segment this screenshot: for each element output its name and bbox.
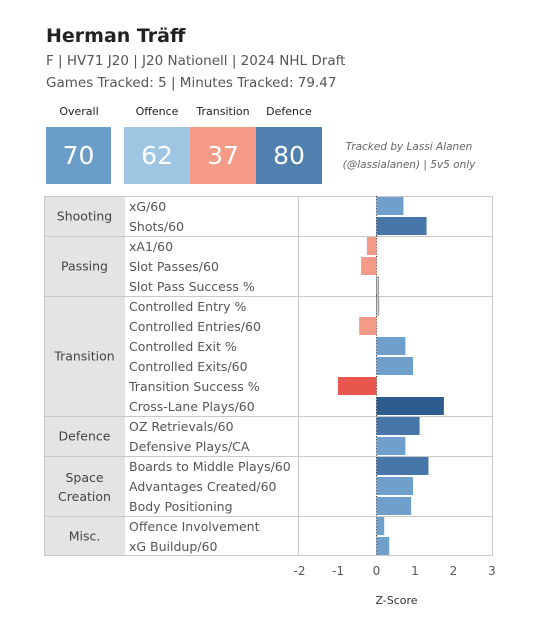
chart-frame <box>44 196 493 556</box>
group-cell-space-creation <box>44 456 125 516</box>
offence-score: 62 <box>124 127 190 184</box>
tracked-handle: (@lassialanen) | 5v5 only <box>342 159 476 171</box>
bar-slot-pass-success <box>376 276 379 296</box>
bar-controlled-entry <box>376 296 380 316</box>
group-label-misc: Misc. <box>69 529 101 544</box>
bar-xg-60 <box>376 197 404 215</box>
tracking-summary: Games Tracked: 5 | Minutes Tracked: 79.4… <box>46 75 337 91</box>
metric-label-cross-lane-plays-60: Cross-Lane Plays/60 <box>129 399 255 414</box>
metric-label-controlled-entries-60: Controlled Entries/60 <box>129 319 261 334</box>
defence-label: Defence <box>266 105 312 118</box>
group-cell-defence <box>44 416 125 456</box>
bar-xg-buildup-60 <box>376 537 390 555</box>
group-cell-transition <box>44 296 125 416</box>
x-tick--2: -2 <box>294 564 306 578</box>
metric-label-slot-passes-60: Slot Passes/60 <box>129 259 219 274</box>
group-cell-shooting <box>44 196 125 236</box>
metric-label-xg-60: xG/60 <box>129 199 166 214</box>
x-tick-0: 0 <box>373 564 381 578</box>
bar-cross-lane-plays-60 <box>376 397 444 415</box>
bar-body-positioning <box>376 497 412 515</box>
metric-label-controlled-exit: Controlled Exit % <box>129 339 237 354</box>
metric-label-transition-success: Transition Success % <box>128 379 260 394</box>
metric-label-shots-60: Shots/60 <box>129 219 184 234</box>
x-tick--1: -1 <box>332 564 344 578</box>
group-label-transition: Transition <box>53 349 114 364</box>
transition-label: Transition <box>196 105 250 118</box>
transition-score: 37 <box>190 127 256 184</box>
group-cell-misc <box>44 516 125 556</box>
bar-boards-to-middle-plays-60 <box>376 457 429 475</box>
metric-label-controlled-entry: Controlled Entry % <box>129 299 246 314</box>
bar-xa1-60 <box>366 237 377 255</box>
metric-label-controlled-exits-60: Controlled Exits/60 <box>129 359 248 374</box>
bar-slot-passes-60 <box>361 257 377 275</box>
metric-label-offence-involvement: Offence Involvement <box>129 519 260 534</box>
x-axis-title: Z-Score <box>375 594 417 607</box>
player-name: Herman Träff <box>46 25 186 47</box>
tracked-note: Tracked by Lassi Alanen (@lassialanen) |… <box>334 138 484 174</box>
bar-controlled-entries-60 <box>359 317 377 335</box>
bar-defensive-plays-ca <box>376 437 406 455</box>
metric-label-boards-to-middle-plays-60: Boards to Middle Plays/60 <box>129 459 291 474</box>
bar-controlled-exits-60 <box>376 357 414 375</box>
bar-controlled-exit <box>376 337 406 355</box>
metric-label-oz-retrievals-60: OZ Retrievals/60 <box>129 419 234 434</box>
group-label-passing: Passing <box>61 259 108 274</box>
overall-label: Overall <box>59 105 99 118</box>
x-tick-2: 2 <box>450 564 458 578</box>
group-label-space-creation: Space Creation <box>58 470 111 504</box>
x-tick-3: 3 <box>488 564 496 578</box>
bar-transition-success <box>338 377 377 395</box>
player-info: F | HV71 J20 | J20 Nationell | 2024 NHL … <box>46 53 346 69</box>
metric-label-body-positioning: Body Positioning <box>129 499 233 514</box>
metric-label-xa1-60: xA1/60 <box>129 239 173 254</box>
metric-label-advantages-created-60: Advantages Created/60 <box>129 479 277 494</box>
defence-score: 80 <box>256 127 322 184</box>
offence-label: Offence <box>135 105 179 118</box>
overall-score: 70 <box>46 127 111 184</box>
bar-oz-retrievals-60 <box>376 417 420 435</box>
group-label-shooting: Shooting <box>57 209 112 224</box>
bar-advantages-created-60 <box>376 477 414 495</box>
bar-offence-involvement <box>376 517 385 535</box>
x-tick-1: 1 <box>411 564 419 578</box>
metric-label-defensive-plays-ca: Defensive Plays/CA <box>129 439 250 454</box>
tracked-by: Tracked by Lassi Alanen <box>345 141 473 153</box>
group-cell-passing <box>44 236 125 296</box>
metric-label-slot-pass-success: Slot Pass Success % <box>129 279 255 294</box>
metric-label-xg-buildup-60: xG Buildup/60 <box>129 539 217 554</box>
bar-shots-60 <box>376 217 427 235</box>
group-label-defence: Defence <box>59 429 111 444</box>
